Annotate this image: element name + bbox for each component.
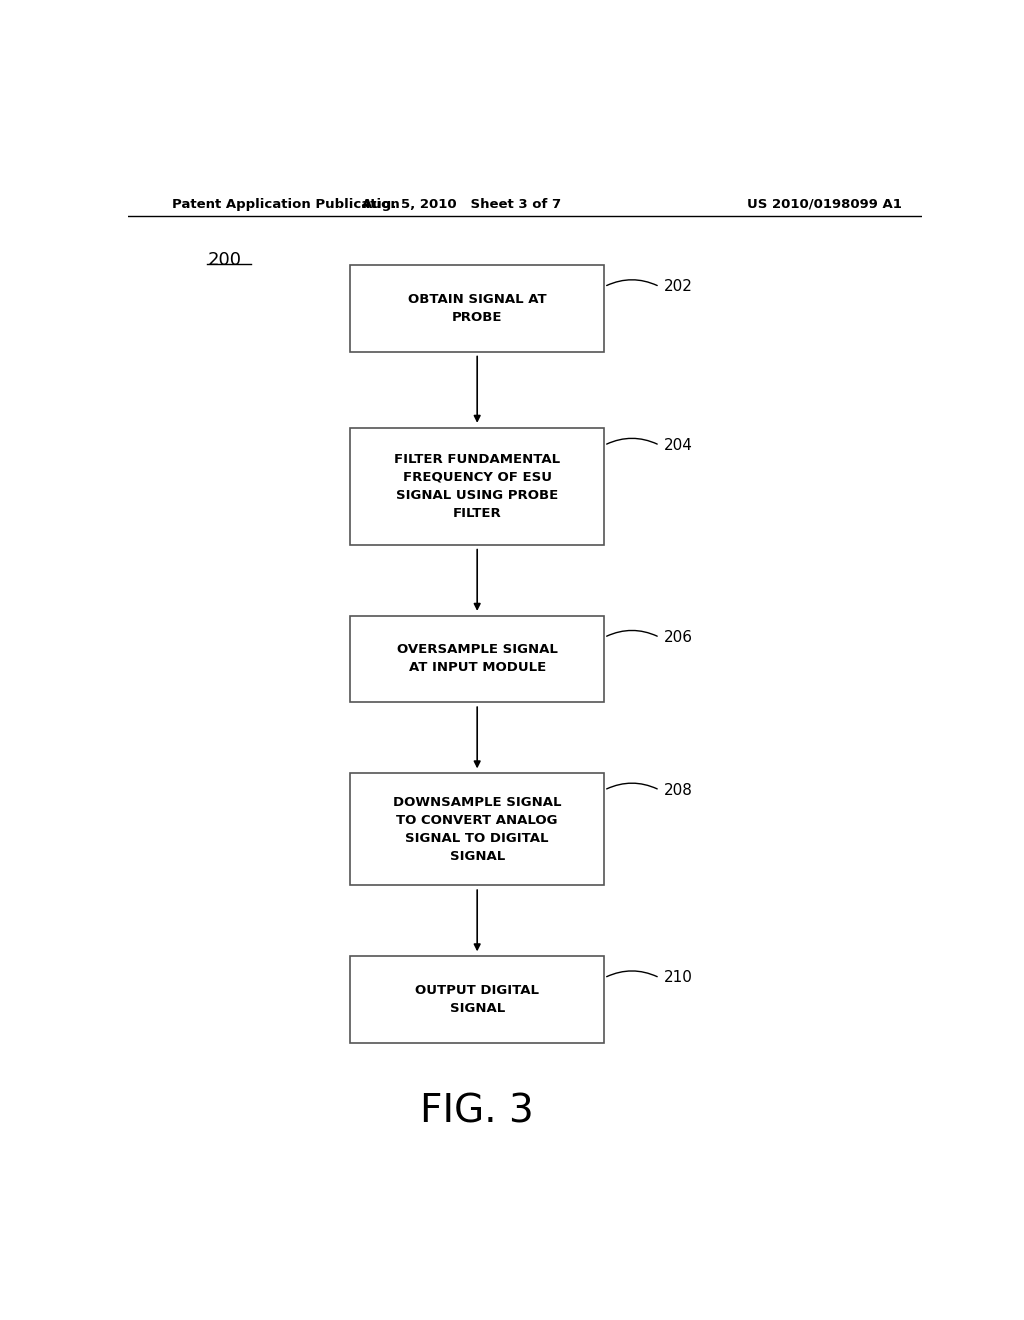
Text: OVERSAMPLE SIGNAL
AT INPUT MODULE: OVERSAMPLE SIGNAL AT INPUT MODULE xyxy=(396,643,558,675)
Text: 206: 206 xyxy=(664,630,692,645)
Text: Aug. 5, 2010   Sheet 3 of 7: Aug. 5, 2010 Sheet 3 of 7 xyxy=(361,198,561,211)
FancyBboxPatch shape xyxy=(350,956,604,1043)
FancyBboxPatch shape xyxy=(350,428,604,545)
Text: 210: 210 xyxy=(664,970,692,985)
Text: FILTER FUNDAMENTAL
FREQUENCY OF ESU
SIGNAL USING PROBE
FILTER: FILTER FUNDAMENTAL FREQUENCY OF ESU SIGN… xyxy=(394,453,560,520)
FancyBboxPatch shape xyxy=(350,615,604,702)
Text: OBTAIN SIGNAL AT
PROBE: OBTAIN SIGNAL AT PROBE xyxy=(408,293,547,323)
Text: 202: 202 xyxy=(664,280,692,294)
Text: 200: 200 xyxy=(207,251,242,269)
Text: OUTPUT DIGITAL
SIGNAL: OUTPUT DIGITAL SIGNAL xyxy=(415,983,540,1015)
Text: FIG. 3: FIG. 3 xyxy=(420,1093,535,1131)
FancyBboxPatch shape xyxy=(350,774,604,886)
Text: Patent Application Publication: Patent Application Publication xyxy=(172,198,399,211)
FancyBboxPatch shape xyxy=(350,265,604,351)
Text: 204: 204 xyxy=(664,438,692,453)
Text: 208: 208 xyxy=(664,783,692,797)
Text: US 2010/0198099 A1: US 2010/0198099 A1 xyxy=(748,198,902,211)
Text: DOWNSAMPLE SIGNAL
TO CONVERT ANALOG
SIGNAL TO DIGITAL
SIGNAL: DOWNSAMPLE SIGNAL TO CONVERT ANALOG SIGN… xyxy=(393,796,561,863)
